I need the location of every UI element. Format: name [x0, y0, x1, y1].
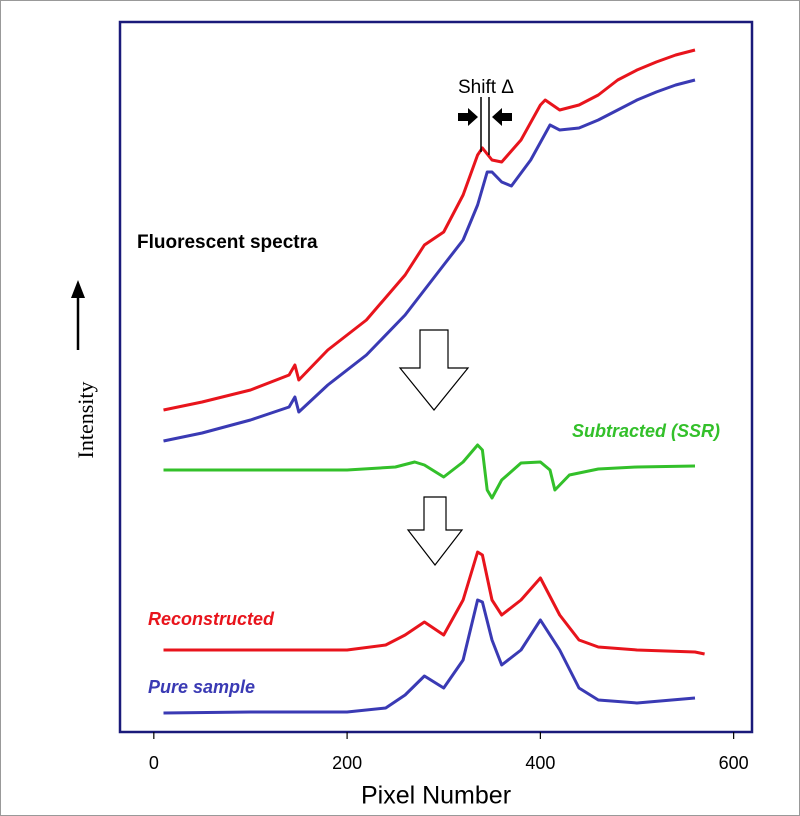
curves	[163, 48, 705, 715]
series-label: Reconstructed	[148, 609, 275, 629]
series-line	[163, 550, 705, 656]
annotation: Shift Δ	[458, 77, 514, 98]
series-line	[163, 78, 696, 443]
x-tick-label: 600	[719, 753, 749, 773]
shift-arrow	[458, 108, 478, 126]
x-tick-label: 400	[525, 753, 555, 773]
down-arrow	[406, 496, 464, 566]
intensity-arrow-head	[71, 280, 85, 298]
series-label: Subtracted (SSR)	[572, 421, 720, 441]
y-axis-label: Intensity	[73, 382, 98, 459]
shift-arrow	[492, 108, 512, 126]
annotation: Fluorescent spectra	[137, 232, 318, 253]
down-arrow	[398, 329, 470, 411]
x-axis-label: Pixel Number	[361, 782, 511, 810]
x-tick-label: 0	[149, 753, 159, 773]
series-label: Pure sample	[148, 677, 255, 697]
series-line	[163, 48, 696, 412]
series-line	[163, 443, 696, 500]
series-line	[163, 598, 696, 715]
x-tick-label: 200	[332, 753, 362, 773]
plot-frame	[118, 20, 754, 734]
